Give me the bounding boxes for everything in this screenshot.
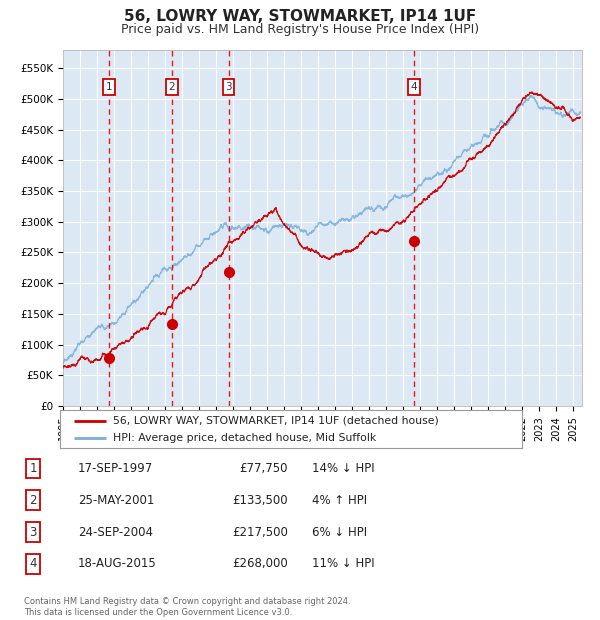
Text: 1: 1 <box>29 462 37 475</box>
Text: 17-SEP-1997: 17-SEP-1997 <box>78 462 153 475</box>
Text: 18-AUG-2015: 18-AUG-2015 <box>78 557 157 570</box>
Text: Contains HM Land Registry data © Crown copyright and database right 2024.
This d: Contains HM Land Registry data © Crown c… <box>24 598 350 617</box>
Text: 3: 3 <box>29 526 37 539</box>
Text: 6% ↓ HPI: 6% ↓ HPI <box>312 526 367 539</box>
Text: HPI: Average price, detached house, Mid Suffolk: HPI: Average price, detached house, Mid … <box>113 433 376 443</box>
Text: 56, LOWRY WAY, STOWMARKET, IP14 1UF (detached house): 56, LOWRY WAY, STOWMARKET, IP14 1UF (det… <box>113 416 439 426</box>
Text: £217,500: £217,500 <box>232 526 288 539</box>
Text: £268,000: £268,000 <box>232 557 288 570</box>
Text: 14% ↓ HPI: 14% ↓ HPI <box>312 462 374 475</box>
Text: 24-SEP-2004: 24-SEP-2004 <box>78 526 153 539</box>
Text: £133,500: £133,500 <box>232 494 288 507</box>
Text: 2: 2 <box>29 494 37 507</box>
Text: 1: 1 <box>106 82 113 92</box>
Text: 4: 4 <box>29 557 37 570</box>
Text: 25-MAY-2001: 25-MAY-2001 <box>78 494 154 507</box>
Text: 4% ↑ HPI: 4% ↑ HPI <box>312 494 367 507</box>
Text: 2: 2 <box>169 82 175 92</box>
Text: 11% ↓ HPI: 11% ↓ HPI <box>312 557 374 570</box>
Text: 3: 3 <box>225 82 232 92</box>
Text: 56, LOWRY WAY, STOWMARKET, IP14 1UF: 56, LOWRY WAY, STOWMARKET, IP14 1UF <box>124 9 476 24</box>
Text: 4: 4 <box>411 82 418 92</box>
Text: £77,750: £77,750 <box>239 462 288 475</box>
Text: Price paid vs. HM Land Registry's House Price Index (HPI): Price paid vs. HM Land Registry's House … <box>121 23 479 36</box>
